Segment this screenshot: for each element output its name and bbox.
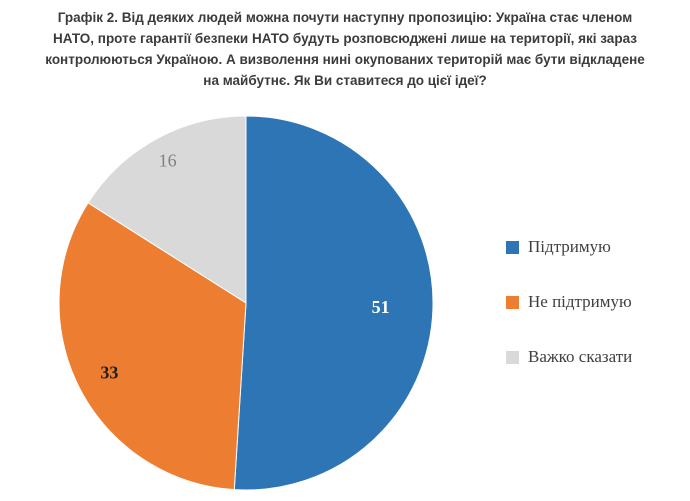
legend-item-not-support: Не підтримую xyxy=(506,291,632,313)
pie-slice-1 xyxy=(58,202,247,491)
pie-slice-0 xyxy=(233,115,434,491)
legend-item-support: Підтримую xyxy=(506,236,632,258)
pie-chart: 51 33 16 xyxy=(58,115,434,491)
pie-slice-2 xyxy=(87,115,247,304)
legend-swatch-not-support xyxy=(506,295,519,309)
pie-data-label-1: 33 xyxy=(100,363,118,383)
legend-label-not-support: Не підтримую xyxy=(528,292,632,311)
chart-title: Графік 2. Від деяких людей можна почути … xyxy=(45,10,645,88)
legend-swatch-support xyxy=(506,240,519,254)
legend-label-support: Підтримую xyxy=(528,237,611,256)
legend-item-hard-to-say: Важко сказати xyxy=(506,346,632,368)
pie-data-label-0: 51 xyxy=(372,297,390,317)
legend-label-hard-to-say: Важко сказати xyxy=(528,347,633,366)
legend-swatch-hard-to-say xyxy=(506,350,519,364)
chart-legend: Підтримую Не підтримую Важко сказати xyxy=(506,236,632,401)
pie-data-label-2: 16 xyxy=(159,150,177,170)
